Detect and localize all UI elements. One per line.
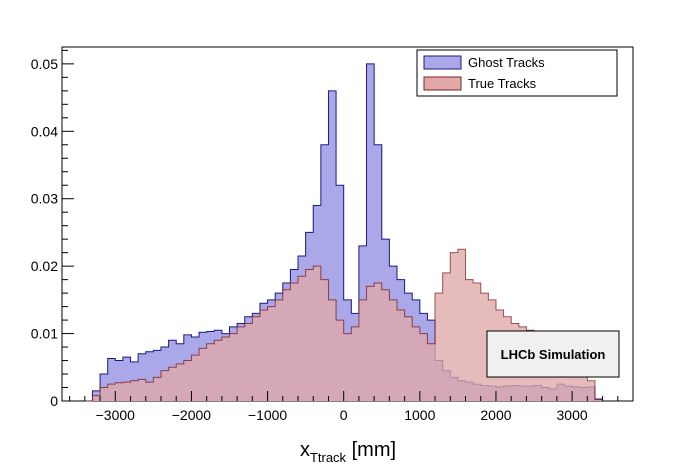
- bar: [328, 90, 337, 401]
- y-tick-labels: 0 0.01 0.02 0.03 0.04 0.05: [31, 56, 58, 409]
- bar: [366, 286, 375, 401]
- bar: [107, 384, 116, 401]
- bar: [168, 367, 177, 401]
- bar: [396, 309, 405, 401]
- bar: [473, 283, 482, 401]
- bar: [282, 289, 291, 401]
- bar: [358, 299, 367, 401]
- y-tick-label: 0.02: [31, 258, 58, 274]
- bar: [305, 269, 314, 401]
- bar: [374, 144, 383, 401]
- bar: [320, 144, 329, 401]
- bar: [351, 326, 360, 401]
- bar: [298, 276, 307, 401]
- bar: [579, 367, 588, 401]
- y-tick-label: 0.03: [31, 191, 58, 207]
- x-tick-label: −3000: [96, 407, 136, 423]
- bar: [419, 333, 428, 401]
- bar: [199, 348, 208, 401]
- legend-swatch-true-tracks: [423, 76, 462, 91]
- x-tick-label: 2000: [480, 407, 511, 423]
- x-tick-label: 1000: [404, 407, 435, 423]
- bar: [267, 306, 276, 401]
- bar: [572, 360, 581, 401]
- x-axis-title-main: x: [300, 439, 310, 461]
- bar: [122, 357, 131, 401]
- bar: [115, 360, 124, 401]
- lhcb-annotation: LHCb Simulation: [486, 330, 620, 378]
- bar: [427, 343, 436, 401]
- annotation-box: [486, 330, 620, 378]
- bar: [328, 299, 337, 401]
- bar: [480, 293, 489, 401]
- x-tick-label: 0: [340, 407, 348, 423]
- bar: [313, 266, 322, 401]
- bar: [145, 382, 154, 401]
- x-axis-title-unit: [mm]: [346, 439, 396, 461]
- legend: Ghost Tracks True Tracks: [416, 49, 618, 97]
- histogram-bars: [84, 63, 604, 402]
- bar: [107, 358, 116, 401]
- bar: [237, 326, 246, 401]
- legend-swatch-ghost-tracks: [423, 55, 462, 70]
- bar: [122, 382, 131, 401]
- bar: [191, 355, 200, 401]
- bar: [435, 293, 444, 401]
- y-tick-label: 0.01: [31, 326, 58, 342]
- axis-ticks: [62, 49, 634, 402]
- bar: [153, 350, 162, 401]
- bar: [336, 320, 345, 401]
- x-tick-label: −2000: [172, 407, 212, 423]
- bar: [92, 395, 101, 401]
- legend-label-ghost-tracks: Ghost Tracks: [468, 55, 545, 70]
- bar: [206, 343, 215, 401]
- bar: [115, 382, 124, 401]
- bar: [465, 279, 474, 401]
- bar: [252, 316, 261, 401]
- bar: [138, 379, 147, 401]
- bar: [290, 283, 299, 401]
- bar: [587, 380, 596, 401]
- bar: [343, 333, 352, 401]
- bar: [183, 360, 192, 401]
- bar: [336, 185, 345, 401]
- bar: [130, 380, 139, 401]
- bar: [153, 377, 162, 401]
- x-tick-label: 3000: [557, 407, 588, 423]
- bar: [404, 316, 413, 401]
- bar: [229, 333, 238, 401]
- bar: [450, 252, 459, 401]
- bar: [221, 336, 230, 401]
- bar: [275, 299, 284, 401]
- bar: [442, 272, 451, 401]
- x-axis-title: xTtrack [mm]: [300, 439, 396, 465]
- annotation-text: LHCb Simulation: [501, 347, 606, 362]
- bar: [320, 279, 329, 401]
- y-tick-label: 0.04: [31, 123, 58, 139]
- bar: [594, 399, 603, 401]
- x-axis-title-subscript: Ttrack: [310, 450, 347, 465]
- bar: [374, 283, 383, 401]
- bar: [389, 299, 398, 401]
- bar: [214, 340, 223, 401]
- legend-label-true-tracks: True Tracks: [468, 76, 537, 91]
- bar: [176, 363, 185, 401]
- bar: [100, 387, 109, 401]
- bar: [366, 63, 375, 402]
- x-tick-label: −1000: [248, 407, 288, 423]
- bar: [145, 351, 154, 401]
- series-outline: [84, 248, 604, 402]
- bar: [412, 326, 421, 401]
- x-tick-labels: −3000 −2000 −1000 0 1000 2000 3000: [96, 407, 588, 423]
- bar: [138, 353, 147, 401]
- bar: [457, 249, 466, 401]
- bar: [381, 289, 390, 401]
- bar: [259, 309, 268, 401]
- y-tick-label: 0.05: [31, 56, 58, 72]
- bar: [160, 370, 169, 401]
- bar: [244, 323, 253, 401]
- y-tick-label: 0: [50, 393, 58, 409]
